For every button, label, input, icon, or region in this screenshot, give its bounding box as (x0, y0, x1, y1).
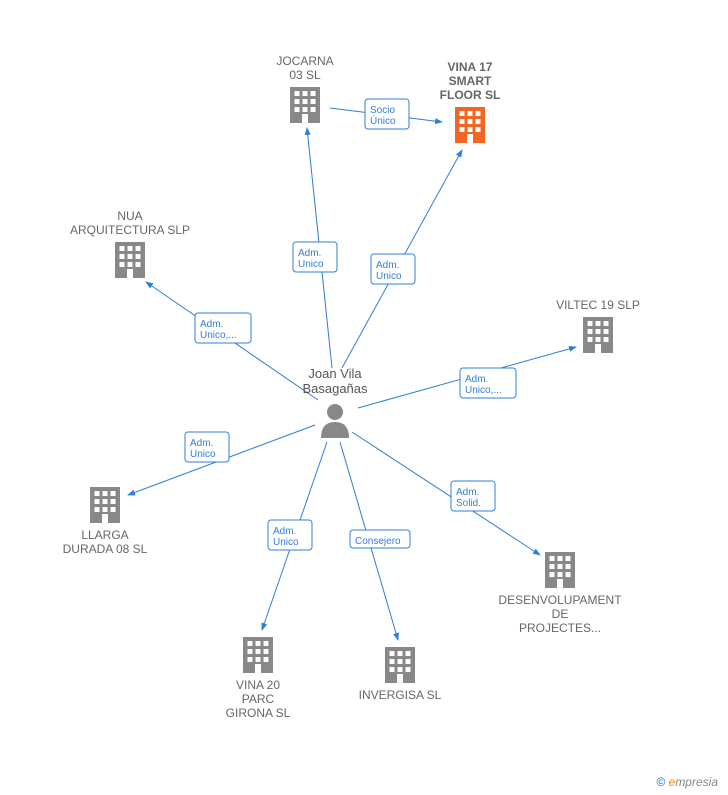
center-label: Basagañas (302, 381, 368, 396)
node-label: SMART (449, 74, 492, 88)
node-viltec[interactable]: VILTEC 19 SLP (556, 298, 640, 353)
svg-text:Socio: Socio (370, 105, 395, 116)
node-nua[interactable]: NUAARQUITECTURA SLP (70, 209, 190, 278)
svg-text:Adm.: Adm. (456, 487, 479, 498)
svg-text:Unico: Unico (190, 449, 216, 460)
node-label: VINA 17 (448, 60, 493, 74)
building-icon[interactable] (385, 647, 415, 683)
svg-text:Unico: Unico (298, 259, 324, 270)
node-label: LLARGA (81, 528, 128, 542)
footer-copyright: © empresia (656, 775, 718, 789)
node-invergisa[interactable]: INVERGISA SL (359, 647, 442, 702)
node-label: GIRONA SL (226, 706, 291, 720)
edge-label-person-llarga[interactable]: Adm.Unico (185, 432, 229, 462)
edge-label-person-vina20[interactable]: Adm.Unico (268, 520, 312, 550)
edge-label-person-desenv[interactable]: Adm.Solid. (451, 481, 495, 511)
building-icon[interactable] (545, 552, 575, 588)
person-icon (321, 404, 349, 438)
svg-text:Adm.: Adm. (298, 248, 321, 259)
node-label: DE (552, 607, 569, 621)
node-label: JOCARNA (276, 54, 333, 68)
node-vina20[interactable]: VINA 20PARCGIRONA SL (226, 637, 291, 720)
brand-name: empresia (669, 775, 718, 789)
node-llarga[interactable]: LLARGADURADA 08 SL (63, 487, 148, 556)
node-desenv[interactable]: DESENVOLUPAMENTDEPROJECTES... (498, 552, 622, 635)
center-person[interactable]: Joan VilaBasagañas (302, 366, 368, 438)
svg-text:Adm.: Adm. (465, 374, 488, 385)
svg-text:Adm.: Adm. (200, 319, 223, 330)
building-icon[interactable] (115, 242, 145, 278)
node-label: PROJECTES... (519, 621, 601, 635)
node-label: ARQUITECTURA SLP (70, 223, 190, 237)
edge-label-person-viltec[interactable]: Adm.Unico,... (460, 368, 516, 398)
svg-text:Solid.: Solid. (456, 498, 481, 509)
node-vina17[interactable]: VINA 17SMARTFLOOR SL (440, 60, 501, 143)
edge-label-person-invergisa[interactable]: Consejero (350, 530, 410, 548)
building-icon[interactable] (90, 487, 120, 523)
center-label: Joan Vila (308, 366, 362, 381)
node-label: 03 SL (289, 68, 321, 82)
node-label: VINA 20 (236, 678, 280, 692)
building-icon[interactable] (290, 87, 320, 123)
node-label: DURADA 08 SL (63, 542, 148, 556)
network-graph: Adm.UnicoAdm.UnicoSocioÚnicoAdm.Unico,..… (0, 0, 728, 795)
edge-label-jocarna-vina17[interactable]: SocioÚnico (365, 99, 409, 129)
building-icon[interactable] (243, 637, 273, 673)
node-label: FLOOR SL (440, 88, 501, 102)
svg-text:Unico: Unico (273, 537, 299, 548)
svg-text:Único: Único (370, 114, 396, 127)
building-icon[interactable] (583, 317, 613, 353)
svg-text:Adm.: Adm. (273, 526, 296, 537)
svg-text:Unico,...: Unico,... (200, 330, 237, 341)
svg-text:Unico,...: Unico,... (465, 385, 502, 396)
edge-label-person-jocarna[interactable]: Adm.Unico (293, 242, 337, 272)
svg-text:Adm.: Adm. (376, 260, 399, 271)
node-label: PARC (242, 692, 275, 706)
node-label: VILTEC 19 SLP (556, 298, 640, 312)
node-label: DESENVOLUPAMENT (498, 593, 622, 607)
edge-label-person-vina17[interactable]: Adm.Unico (371, 254, 415, 284)
svg-text:Adm.: Adm. (190, 438, 213, 449)
edge-label-person-nua[interactable]: Adm.Unico,... (195, 313, 251, 343)
svg-text:Consejero: Consejero (355, 536, 401, 547)
node-jocarna[interactable]: JOCARNA03 SL (276, 54, 333, 123)
node-label: NUA (117, 209, 142, 223)
copyright-symbol: © (656, 775, 665, 789)
node-label: INVERGISA SL (359, 688, 442, 702)
building-icon[interactable] (455, 107, 485, 143)
svg-text:Unico: Unico (376, 271, 402, 282)
